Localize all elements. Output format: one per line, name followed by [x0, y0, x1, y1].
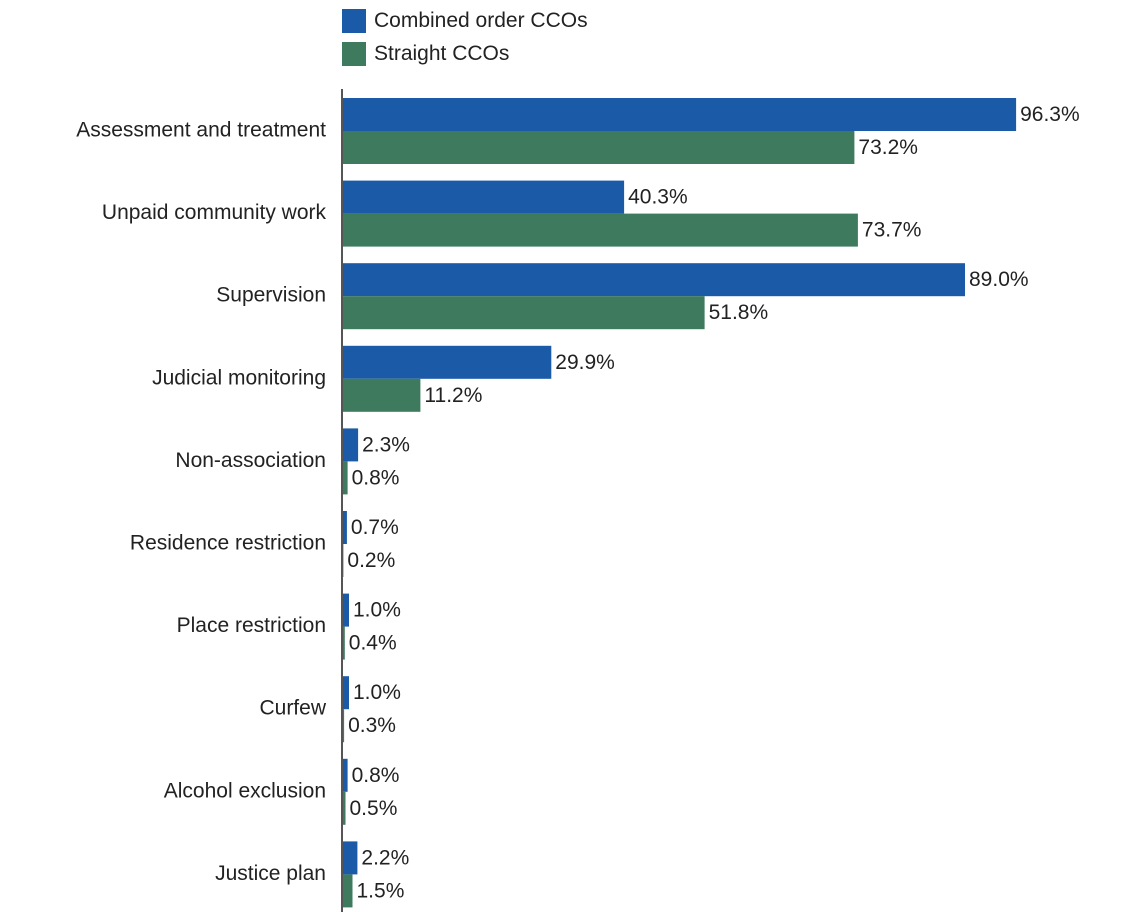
data-label-straight-unpaid-community-work: 73.7% [862, 219, 922, 242]
legend-swatch-straight [342, 42, 366, 66]
data-label-combined-residence-restriction: 0.7% [351, 516, 399, 539]
data-label-straight-residence-restriction: 0.2% [347, 549, 395, 572]
data-label-combined-unpaid-community-work: 40.3% [628, 186, 688, 209]
bar-combined-place-restriction [342, 593, 349, 627]
category-label-alcohol-exclusion: Alcohol exclusion [164, 779, 326, 802]
data-label-combined-alcohol-exclusion: 0.8% [352, 764, 400, 787]
bar-straight-assessment-and-treatment [342, 131, 855, 164]
data-label-combined-assessment-and-treatment: 96.3% [1020, 103, 1080, 126]
data-label-combined-judicial-monitoring: 29.9% [555, 351, 615, 374]
category-label-non-association: Non-association [175, 449, 326, 472]
bar-straight-curfew [342, 709, 345, 743]
bar-combined-judicial-monitoring [342, 345, 552, 379]
data-label-combined-supervision: 89.0% [969, 268, 1029, 291]
category-label-assessment-and-treatment: Assessment and treatment [76, 119, 326, 142]
legend-label-straight: Straight CCOs [374, 42, 510, 65]
legend-label-combined: Combined order CCOs [374, 9, 588, 32]
data-label-combined-justice-plan: 2.2% [361, 846, 409, 869]
chart-legend: Combined order CCOs Straight CCOs [342, 8, 588, 74]
legend-swatch-combined [342, 9, 366, 33]
bar-straight-supervision [342, 296, 705, 330]
data-label-straight-justice-plan: 1.5% [357, 879, 405, 902]
data-label-straight-supervision: 51.8% [709, 301, 769, 324]
bar-combined-assessment-and-treatment [342, 98, 1017, 131]
data-label-straight-alcohol-exclusion: 0.5% [350, 797, 398, 820]
legend-item-combined: Combined order CCOs [342, 8, 588, 34]
category-label-unpaid-community-work: Unpaid community work [102, 201, 327, 224]
data-label-straight-judicial-monitoring: 11.2% [424, 384, 482, 407]
bar-combined-alcohol-exclusion [342, 758, 348, 792]
bar-straight-place-restriction [342, 626, 345, 660]
data-label-straight-non-association: 0.8% [352, 466, 400, 489]
bar-combined-curfew [342, 676, 349, 710]
bar-straight-non-association [342, 461, 348, 495]
bar-combined-supervision [342, 263, 965, 297]
legend-item-straight: Straight CCOs [342, 41, 588, 67]
category-label-curfew: Curfew [259, 697, 326, 720]
data-label-straight-place-restriction: 0.4% [349, 632, 397, 655]
category-label-judicial-monitoring: Judicial monitoring [152, 366, 326, 389]
bar-straight-judicial-monitoring [342, 378, 421, 412]
category-label-justice-plan: Justice plan [215, 862, 326, 885]
category-label-supervision: Supervision [216, 284, 326, 307]
bar-straight-unpaid-community-work [342, 213, 858, 247]
bar-combined-residence-restriction [342, 511, 347, 544]
bar-combined-non-association [342, 428, 359, 462]
data-label-straight-curfew: 0.3% [348, 714, 396, 737]
bar-combined-justice-plan [342, 841, 358, 875]
data-label-combined-place-restriction: 1.0% [353, 599, 401, 622]
category-label-residence-restriction: Residence restriction [130, 532, 326, 555]
data-label-combined-non-association: 2.3% [362, 433, 410, 456]
bar-straight-alcohol-exclusion [342, 791, 346, 825]
data-label-combined-curfew: 1.0% [353, 681, 401, 704]
bar-combined-unpaid-community-work [342, 180, 625, 214]
bar-straight-justice-plan [342, 874, 353, 908]
category-label-place-restriction: Place restriction [177, 614, 326, 637]
data-label-straight-assessment-and-treatment: 73.2% [858, 136, 918, 159]
